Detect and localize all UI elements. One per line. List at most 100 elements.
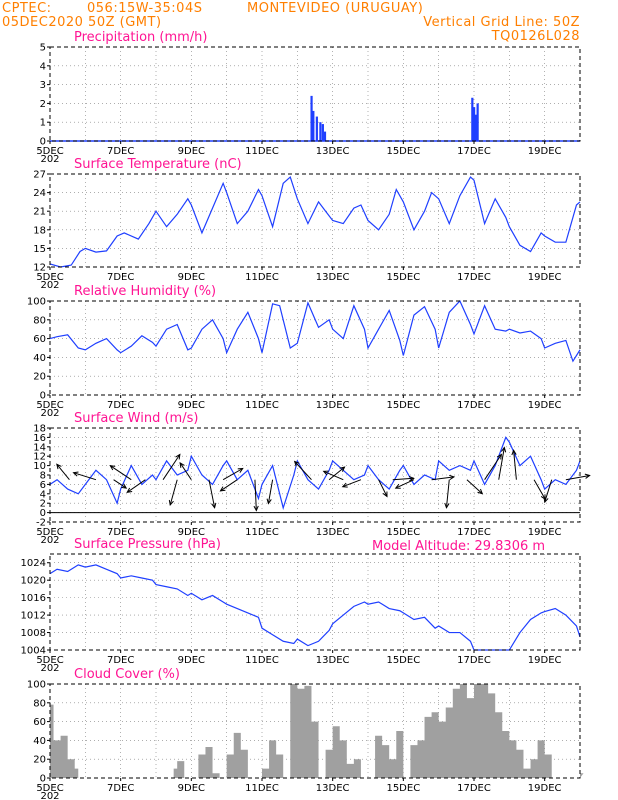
- wind-arrow-head: [477, 488, 484, 495]
- wind-arrow-shaft: [466, 479, 483, 495]
- temp-ytick-label: 27: [33, 170, 46, 181]
- cloud-area: [50, 684, 584, 778]
- wind-arrow-shaft: [484, 454, 502, 480]
- wind-arrow-head: [382, 491, 388, 498]
- wind-ytick-label: 10: [33, 461, 46, 472]
- pressure-xtick-label: 9DEC: [178, 655, 205, 666]
- wind-xtick-label: 15DEC: [386, 527, 420, 538]
- wind-ytick-label: 4: [40, 489, 46, 500]
- rh-ytick-label: 0: [40, 391, 46, 402]
- temp-ytick-label: 15: [33, 244, 46, 255]
- wind-arrow-head: [444, 502, 450, 509]
- temp-xtick-label: 11DEC: [245, 272, 279, 283]
- wind-arrow-head: [168, 499, 174, 507]
- cloud-ytick-label: 80: [33, 698, 46, 709]
- wind-arrow-shaft: [323, 470, 344, 481]
- wind-arrow-head: [211, 502, 217, 509]
- wind-xtick-label: 13DEC: [316, 527, 350, 538]
- wind-arrow-head: [293, 460, 300, 467]
- wind-arrow-head: [266, 498, 272, 505]
- precip-title: Precipitation (mm/h): [74, 30, 207, 45]
- wind-ytick-label: -2: [36, 518, 46, 529]
- precip-bar: [474, 114, 477, 141]
- rh-xtick-label: 19DEC: [528, 400, 562, 411]
- temp-ytick-label: 21: [33, 207, 46, 218]
- rh-xtick-label: 11DEC: [245, 400, 279, 411]
- wind-arrow-shaft: [254, 479, 257, 511]
- wind-arrow-shaft: [342, 479, 362, 488]
- temp-xtick-label: 9DEC: [178, 272, 205, 283]
- precip-frame: [49, 46, 581, 142]
- wind-arrow-shaft: [222, 468, 243, 481]
- cloud-year-fragment: 202: [40, 791, 59, 800]
- wind-arrow-head: [584, 473, 591, 479]
- wind-arrow-head: [56, 463, 62, 470]
- wind-xtick-label: 17DEC: [457, 527, 491, 538]
- wind-xtick-label: 19DEC: [528, 527, 562, 538]
- wind-arrow-shaft: [498, 447, 505, 480]
- precip-bar: [321, 124, 324, 141]
- cloud-xtick-label: 11DEC: [245, 783, 279, 794]
- wind-arrow-shaft: [392, 477, 414, 481]
- precip-xtick-label: 11DEC: [245, 146, 279, 157]
- header-init-time: 05DEC2020 50Z (GMT): [2, 15, 162, 30]
- wind-arrow-shaft: [445, 479, 450, 508]
- cloud-xtick-label: 17DEC: [457, 783, 491, 794]
- precip-bar: [471, 97, 474, 141]
- wind-arrow-head: [501, 446, 507, 453]
- rh-ytick-label: 20: [33, 372, 46, 383]
- wind-arrow-shaft: [109, 465, 132, 481]
- pressure-year-fragment: 202: [40, 663, 59, 674]
- wind-arrow-head: [126, 487, 133, 493]
- cloud-ytick-label: 40: [33, 736, 46, 747]
- model-altitude-label: Model Altitude: 29.8306 m: [372, 539, 545, 554]
- pressure-frame: [49, 553, 581, 651]
- precip-bar: [323, 131, 327, 141]
- header-code: TQ0126L028: [491, 29, 580, 44]
- precip-xtick-label: 9DEC: [178, 146, 205, 157]
- cloud-ytick-label: 20: [33, 755, 46, 766]
- temp-xtick-label: 19DEC: [528, 272, 562, 283]
- wind-arrow-head: [179, 461, 185, 468]
- cloud-xtick-label: 9DEC: [178, 783, 205, 794]
- temp-ytick-label: 18: [33, 225, 46, 236]
- rh-ytick-label: 100: [27, 297, 46, 308]
- pressure-series-line: [49, 564, 581, 651]
- rh-xtick-label: 5DEC: [36, 400, 63, 411]
- wind-arrow-shaft: [544, 479, 553, 503]
- rh-xtick-label: 17DEC: [457, 400, 491, 411]
- cloud-xtick-label: 15DEC: [386, 783, 420, 794]
- wind-series-line: [49, 436, 581, 511]
- wind-ytick-label: 14: [33, 442, 46, 453]
- wind-ytick-label: 12: [33, 452, 46, 463]
- cloud-ytick-label: 60: [33, 717, 46, 728]
- wind-arrow-shaft: [73, 472, 97, 481]
- pressure-xtick-label: 17DEC: [457, 655, 491, 666]
- wind-ytick-label: 18: [33, 424, 46, 435]
- rh-title: Relative Humidity (%): [74, 284, 216, 299]
- rh-year-fragment: 202: [40, 408, 59, 419]
- wind-arrow-shaft: [513, 450, 517, 480]
- precip-bar: [476, 103, 479, 141]
- rh-ytick-label: 60: [33, 334, 46, 345]
- cloud-xtick-label: 7DEC: [107, 783, 134, 794]
- precip-ytick-label: 1: [40, 118, 46, 129]
- precip-bar: [473, 107, 476, 141]
- wind-arrow-shaft: [533, 479, 546, 500]
- pressure-xtick-label: 7DEC: [107, 655, 134, 666]
- wind-arrow-shaft: [179, 462, 192, 480]
- temp-title: Surface Temperature (nC): [74, 157, 242, 172]
- wind-arrow-shaft: [378, 479, 388, 497]
- rh-xtick-label: 15DEC: [386, 400, 420, 411]
- header-location: MONTEVIDEO (URUGUAY): [247, 1, 423, 16]
- precip-xtick-label: 7DEC: [107, 146, 134, 157]
- header-source: CPTEC:: [2, 1, 52, 16]
- wind-arrow-shaft: [126, 479, 146, 493]
- panel-precip: 0 1 2 3 4 5 Precipitation (mm/h) 5DEC 7DEC 9DEC 11…: [36, 30, 581, 165]
- temp-frame: [49, 173, 581, 268]
- panel-cloud: 0 20 40 60 80 100 Cloud Cover (%) 5DEC 7DEC 9DEC 1…: [27, 667, 584, 800]
- wind-arrow-shaft: [208, 479, 216, 508]
- wind-year-fragment: 202: [40, 535, 59, 546]
- wind-arrow-head: [109, 465, 116, 471]
- wind-arrow-shaft: [565, 475, 590, 481]
